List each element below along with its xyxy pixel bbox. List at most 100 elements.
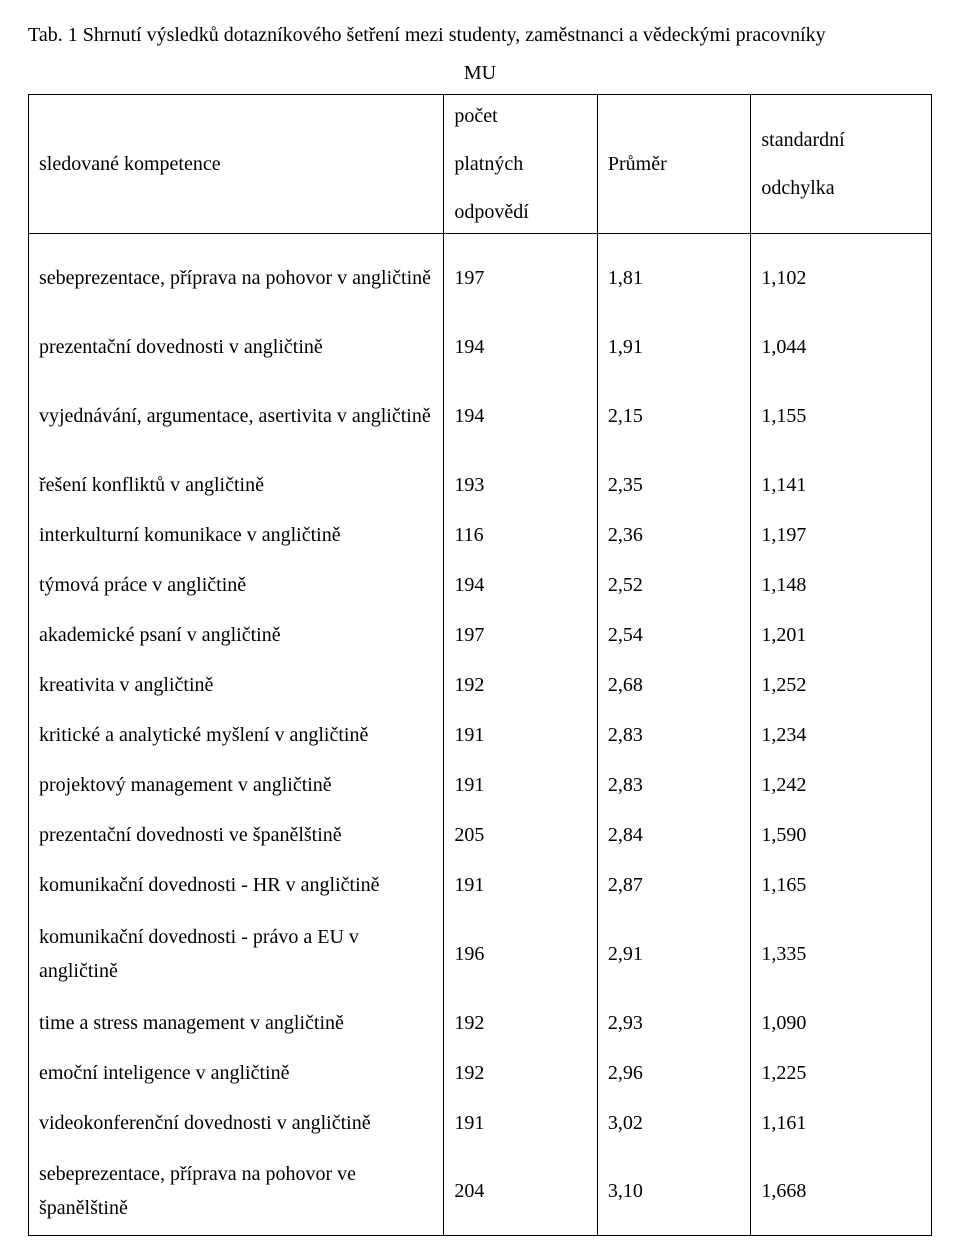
cell-mean: 2,54 — [597, 610, 751, 660]
cell-mean: 2,83 — [597, 760, 751, 810]
cell-mean: 2,84 — [597, 810, 751, 860]
cell-mean: 2,15 — [597, 372, 751, 460]
cell-sd: 1,148 — [751, 560, 932, 610]
cell-mean: 3,10 — [597, 1148, 751, 1236]
cell-count: 191 — [444, 860, 598, 910]
cell-competence: time a stress management v angličtině — [29, 998, 444, 1048]
cell-count: 205 — [444, 810, 598, 860]
cell-count: 116 — [444, 510, 598, 560]
cell-competence: řešení konfliktů v angličtině — [29, 460, 444, 510]
cell-sd: 1,201 — [751, 610, 932, 660]
cell-sd: 1,090 — [751, 998, 932, 1048]
cell-mean: 2,68 — [597, 660, 751, 710]
cell-mean: 1,91 — [597, 322, 751, 372]
col-header-competence-label: sledované kompetence — [39, 153, 221, 175]
results-table: sledované kompetence počet platných odpo… — [28, 94, 932, 1236]
table-row: time a stress management v angličtině192… — [29, 998, 932, 1048]
cell-mean: 2,83 — [597, 710, 751, 760]
cell-mean: 2,96 — [597, 1048, 751, 1098]
cell-sd: 1,335 — [751, 910, 932, 998]
table-row: kreativita v angličtině1922,681,252 — [29, 660, 932, 710]
cell-sd: 1,242 — [751, 760, 932, 810]
col-header-sd-line2: odchylka — [761, 173, 921, 203]
table-row: řešení konfliktů v angličtině1932,351,14… — [29, 460, 932, 510]
cell-sd: 1,590 — [751, 810, 932, 860]
cell-count: 197 — [444, 234, 598, 322]
cell-count: 204 — [444, 1148, 598, 1236]
cell-sd: 1,252 — [751, 660, 932, 710]
col-header-competence: sledované kompetence — [29, 95, 444, 234]
table-row: akademické psaní v angličtině1972,541,20… — [29, 610, 932, 660]
cell-count: 192 — [444, 1048, 598, 1098]
table-row: kritické a analytické myšlení v angličti… — [29, 710, 932, 760]
cell-sd: 1,668 — [751, 1148, 932, 1236]
cell-sd: 1,155 — [751, 372, 932, 460]
cell-mean: 2,91 — [597, 910, 751, 998]
cell-count: 196 — [444, 910, 598, 998]
cell-mean: 2,35 — [597, 460, 751, 510]
col-header-count: počet platných odpovědí — [444, 95, 598, 234]
cell-competence: interkulturní komunikace v angličtině — [29, 510, 444, 560]
cell-sd: 1,165 — [751, 860, 932, 910]
table-row: sebeprezentace, příprava na pohovor v an… — [29, 234, 932, 322]
col-header-sd-line1: standardní — [761, 125, 921, 155]
table-row: interkulturní komunikace v angličtině116… — [29, 510, 932, 560]
table-row: prezentační dovednosti ve španělštině205… — [29, 810, 932, 860]
cell-competence: akademické psaní v angličtině — [29, 610, 444, 660]
col-header-mean-label: Průměr — [608, 153, 667, 175]
table-row: prezentační dovednosti v angličtině1941,… — [29, 322, 932, 372]
cell-mean: 2,52 — [597, 560, 751, 610]
cell-sd: 1,161 — [751, 1098, 932, 1148]
cell-competence: sebeprezentace, příprava na pohovor ve š… — [29, 1148, 444, 1236]
table-subcaption: MU — [28, 58, 932, 88]
cell-competence: kritické a analytické myšlení v angličti… — [29, 710, 444, 760]
cell-mean: 2,87 — [597, 860, 751, 910]
cell-competence: videokonferenční dovednosti v angličtině — [29, 1098, 444, 1148]
cell-competence: komunikační dovednosti - právo a EU v an… — [29, 910, 444, 998]
cell-count: 194 — [444, 372, 598, 460]
cell-competence: prezentační dovednosti v angličtině — [29, 322, 444, 372]
cell-competence: týmová práce v angličtině — [29, 560, 444, 610]
col-header-count-line2: platných — [454, 149, 587, 179]
table-row: vyjednávání, argumentace, asertivita v a… — [29, 372, 932, 460]
cell-sd: 1,102 — [751, 234, 932, 322]
table-row: emoční inteligence v angličtině1922,961,… — [29, 1048, 932, 1098]
cell-competence: emoční inteligence v angličtině — [29, 1048, 444, 1098]
col-header-count-line3: odpovědí — [454, 197, 587, 227]
cell-count: 194 — [444, 560, 598, 610]
table-row: sebeprezentace, příprava na pohovor ve š… — [29, 1148, 932, 1236]
table-row: komunikační dovednosti - právo a EU v an… — [29, 910, 932, 998]
table-row: projektový management v angličtině1912,8… — [29, 760, 932, 810]
cell-sd: 1,225 — [751, 1048, 932, 1098]
cell-mean: 3,02 — [597, 1098, 751, 1148]
col-header-count-line1: počet — [454, 101, 587, 131]
table-body: sebeprezentace, příprava na pohovor v an… — [29, 234, 932, 1236]
cell-sd: 1,141 — [751, 460, 932, 510]
table-row: videokonferenční dovednosti v angličtině… — [29, 1098, 932, 1148]
cell-competence: sebeprezentace, příprava na pohovor v an… — [29, 234, 444, 322]
col-header-mean: Průměr — [597, 95, 751, 234]
cell-competence: prezentační dovednosti ve španělštině — [29, 810, 444, 860]
cell-sd: 1,234 — [751, 710, 932, 760]
cell-mean: 1,81 — [597, 234, 751, 322]
table-row: komunikační dovednosti - HR v angličtině… — [29, 860, 932, 910]
cell-competence: kreativita v angličtině — [29, 660, 444, 710]
cell-competence: vyjednávání, argumentace, asertivita v a… — [29, 372, 444, 460]
cell-count: 197 — [444, 610, 598, 660]
cell-count: 192 — [444, 998, 598, 1048]
cell-count: 194 — [444, 322, 598, 372]
cell-count: 193 — [444, 460, 598, 510]
cell-count: 192 — [444, 660, 598, 710]
cell-sd: 1,197 — [751, 510, 932, 560]
table-header-row: sledované kompetence počet platných odpo… — [29, 95, 932, 234]
col-header-sd: standardní odchylka — [751, 95, 932, 234]
cell-mean: 2,93 — [597, 998, 751, 1048]
table-caption: Tab. 1 Shrnutí výsledků dotazníkového še… — [28, 20, 932, 50]
cell-competence: komunikační dovednosti - HR v angličtině — [29, 860, 444, 910]
cell-sd: 1,044 — [751, 322, 932, 372]
cell-competence: projektový management v angličtině — [29, 760, 444, 810]
cell-count: 191 — [444, 710, 598, 760]
cell-count: 191 — [444, 1098, 598, 1148]
cell-count: 191 — [444, 760, 598, 810]
table-row: týmová práce v angličtině1942,521,148 — [29, 560, 932, 610]
